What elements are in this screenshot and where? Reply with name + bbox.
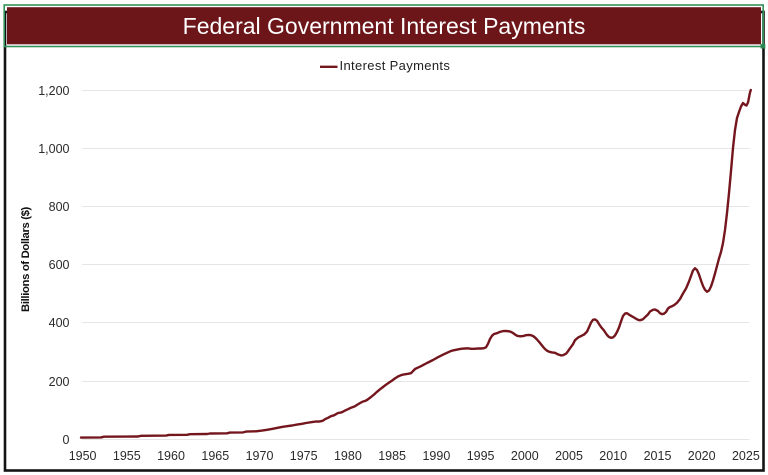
svg-text:1,200: 1,200 [38, 84, 69, 98]
svg-text:1950: 1950 [69, 449, 97, 463]
svg-text:2010: 2010 [599, 449, 627, 463]
svg-text:1985: 1985 [378, 449, 406, 463]
svg-text:2025: 2025 [732, 449, 760, 463]
svg-text:1970: 1970 [246, 449, 274, 463]
svg-text:200: 200 [49, 375, 70, 389]
svg-text:0: 0 [63, 433, 70, 447]
svg-text:1965: 1965 [201, 449, 229, 463]
svg-text:1960: 1960 [157, 449, 185, 463]
svg-text:1955: 1955 [113, 449, 141, 463]
svg-text:1,000: 1,000 [38, 142, 69, 156]
svg-text:Billions of Dollars ($): Billions of Dollars ($) [20, 206, 32, 312]
svg-text:Federal Government Interest Pa: Federal Government Interest Payments [183, 13, 586, 39]
svg-text:1995: 1995 [467, 449, 495, 463]
svg-text:2005: 2005 [555, 449, 583, 463]
svg-text:2000: 2000 [511, 449, 539, 463]
svg-text:1990: 1990 [422, 449, 450, 463]
svg-text:400: 400 [49, 316, 70, 330]
svg-text:800: 800 [49, 200, 70, 214]
svg-text:Interest Payments: Interest Payments [340, 58, 451, 73]
svg-text:1975: 1975 [290, 449, 318, 463]
svg-text:600: 600 [49, 258, 70, 272]
svg-text:2020: 2020 [688, 449, 716, 463]
svg-text:1980: 1980 [334, 449, 362, 463]
svg-text:2015: 2015 [644, 449, 672, 463]
